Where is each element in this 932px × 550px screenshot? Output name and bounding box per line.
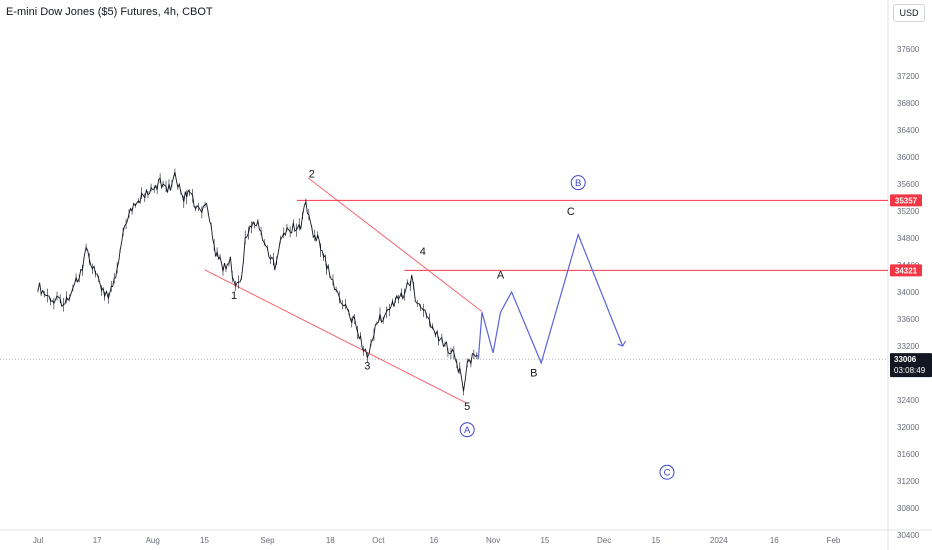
- x-tick-label: 15: [200, 536, 209, 545]
- x-tick-label: 16: [429, 536, 438, 545]
- y-tick-label: 37200: [897, 72, 920, 81]
- y-tick-label: 30800: [897, 504, 920, 513]
- x-tick-label: Oct: [372, 536, 385, 545]
- wave-label: 5: [464, 401, 470, 413]
- y-tick-label: 33600: [897, 315, 920, 324]
- x-tick-label: Feb: [827, 536, 841, 545]
- x-tick-label: 15: [651, 536, 660, 545]
- y-tick-label: 32800: [897, 369, 920, 378]
- circled-wave-label: C: [664, 468, 671, 479]
- wave-label: 1: [231, 290, 237, 302]
- wave-label: C: [567, 206, 575, 218]
- x-tick-label: 16: [770, 536, 779, 545]
- wave-label: B: [530, 367, 537, 379]
- wave-label: 2: [309, 168, 315, 180]
- projection-path: [477, 232, 624, 365]
- wave-label: 4: [420, 246, 426, 258]
- x-tick-label: Jul: [33, 536, 43, 545]
- circled-wave-label: A: [464, 425, 471, 436]
- y-tick-label: 31200: [897, 477, 920, 486]
- projection-arrowhead: [617, 340, 627, 347]
- trendline: [204, 269, 468, 404]
- y-tick-label: 36400: [897, 126, 920, 135]
- trendline: [307, 177, 483, 312]
- y-tick-label: 32400: [897, 396, 920, 405]
- y-tick-label: 34400: [897, 261, 920, 270]
- wave-label: 3: [364, 361, 370, 373]
- current-price-tag: [890, 353, 932, 378]
- x-tick-label: 15: [540, 536, 549, 545]
- circled-wave-label: B: [575, 178, 581, 189]
- circled-wave-marker: [459, 422, 475, 438]
- x-tick-label: Sep: [260, 536, 275, 545]
- y-tick-label: 34800: [897, 234, 920, 243]
- level-price-label: 35357: [895, 196, 918, 205]
- x-tick-label: Nov: [486, 536, 500, 545]
- price-countdown: 03:08:49: [894, 366, 926, 375]
- currency-button[interactable]: USD: [893, 4, 925, 22]
- circled-wave-marker: [570, 175, 586, 191]
- y-tick-label: 36000: [897, 153, 920, 162]
- y-tick-label: 32000: [897, 423, 920, 432]
- y-tick-label: 31600: [897, 450, 920, 459]
- x-tick-label: Dec: [597, 536, 611, 545]
- y-tick-label: 36800: [897, 99, 920, 108]
- y-tick-label: 35600: [897, 180, 920, 189]
- y-tick-label: 37600: [897, 45, 920, 54]
- price-line: [37, 171, 479, 392]
- chart-title: E-mini Dow Jones ($5) Futures, 4h, CBOT: [6, 6, 213, 18]
- level-price-tag: [890, 194, 922, 207]
- wave-label: A: [497, 270, 505, 282]
- level-price-label: 34321: [895, 266, 918, 275]
- x-tick-label: 2024: [710, 536, 728, 545]
- current-price-value: 33006: [894, 355, 917, 364]
- y-tick-label: 33200: [897, 342, 920, 351]
- y-tick-label: 35200: [897, 207, 920, 216]
- y-tick-label: 34000: [897, 288, 920, 297]
- circled-wave-marker: [659, 464, 675, 480]
- level-price-tag: [890, 264, 922, 277]
- x-tick-label: Aug: [146, 536, 160, 545]
- y-tick-label: 30400: [897, 531, 920, 540]
- x-tick-label: 17: [93, 536, 102, 545]
- x-tick-label: 18: [326, 536, 335, 545]
